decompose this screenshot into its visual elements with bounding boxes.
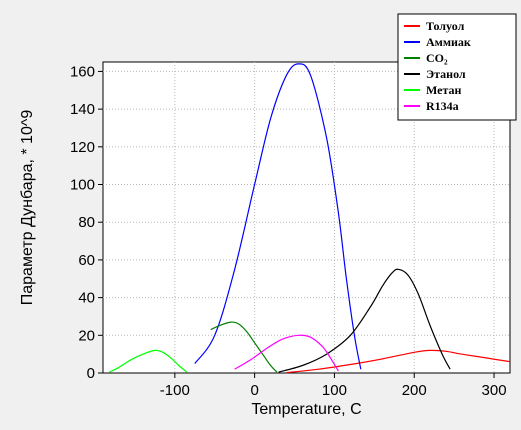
y-axis-label: Параметр Дунбара, * 10^9: [19, 110, 36, 306]
y-tick-label: 40: [78, 290, 95, 307]
legend-label: Толуол: [426, 19, 465, 33]
series-line-1: [286, 349, 511, 374]
y-tick-label: 20: [78, 327, 95, 344]
y-tick-label: 0: [87, 365, 95, 382]
y-tick-label: 160: [70, 63, 95, 80]
x-tick-label: 200: [402, 382, 427, 399]
legend-label: R134a: [426, 99, 459, 113]
y-tick-label: 80: [78, 214, 95, 231]
x-tick-label: 0: [250, 382, 258, 399]
x-axis-label: Temperature, C: [251, 401, 361, 418]
y-tick-label: 120: [70, 139, 95, 156]
x-tick-label: -100: [160, 382, 190, 399]
y-tick-label: 60: [78, 252, 95, 269]
y-tick-label: 100: [70, 177, 95, 194]
legend: Толуол Аммиак CO₂ Этанол Метан R134a: [397, 13, 517, 121]
series-line-3: [210, 321, 278, 373]
series-line-2: [194, 63, 362, 370]
legend-label: Этанол: [426, 67, 466, 81]
series-line-5: [109, 349, 188, 373]
x-tick-label: 100: [322, 382, 347, 399]
legend-label: Аммиак: [426, 35, 471, 49]
y-tick-label: 140: [70, 101, 95, 118]
x-tick-label: 300: [482, 382, 507, 399]
series-line-6: [234, 334, 339, 372]
legend-label: CO₂: [426, 51, 448, 65]
legend-box: [397, 13, 517, 121]
legend-label: Метан: [426, 83, 462, 97]
series-line-4: [278, 268, 451, 373]
